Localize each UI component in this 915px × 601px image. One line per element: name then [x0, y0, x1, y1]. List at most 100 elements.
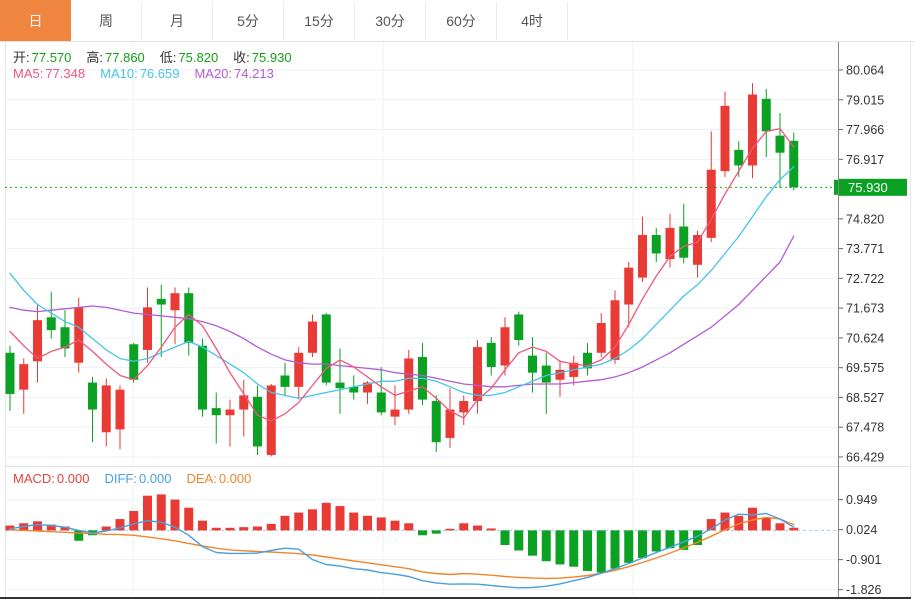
macd-bar	[541, 530, 551, 562]
candle-up	[638, 235, 647, 278]
macd-bar	[294, 512, 304, 531]
candle-down	[431, 401, 441, 443]
macd-bar	[225, 527, 235, 531]
macd-value: 0.000	[56, 471, 90, 486]
macd-bar	[583, 530, 592, 571]
candle-up	[33, 320, 42, 362]
dea-label: DEA:	[186, 471, 217, 486]
macd-bar	[115, 519, 125, 531]
ma20-label: MA20:	[194, 66, 233, 81]
macd-bar	[596, 530, 606, 573]
candle-up	[74, 307, 84, 363]
candle-up	[225, 409, 235, 416]
candle-up	[404, 358, 414, 410]
tab-30min[interactable]: 30分	[355, 2, 426, 40]
ma20-line	[9, 235, 795, 388]
macd-bar	[60, 526, 70, 531]
macd-bar	[198, 520, 207, 531]
macd-bar	[308, 509, 317, 531]
candle-up	[500, 327, 510, 366]
ma-legend: MA5: 77.348 MA10: 76.659 MA20: 74.213	[13, 66, 274, 81]
macd-bar	[486, 528, 496, 531]
ma10-value: 76.659	[139, 66, 180, 81]
candle-up	[143, 307, 152, 350]
price-tick-label: 79.015	[846, 93, 884, 107]
candle-down	[335, 382, 345, 389]
ohlc-info: 开: 77.570 高: 77.860 低: 75.820 收: 75.930	[13, 47, 292, 66]
candle-down	[46, 317, 56, 331]
macd-bar	[734, 515, 744, 531]
macd-label: MACD:	[13, 471, 55, 486]
macd-tick-label: 0.949	[846, 493, 877, 507]
high-value: 77.860	[105, 50, 145, 65]
candle-up	[19, 364, 29, 390]
candle-up	[473, 347, 482, 402]
macd-bar	[321, 502, 331, 531]
candle-up	[308, 321, 317, 353]
candle-up	[596, 322, 606, 353]
candle-up	[294, 352, 304, 387]
ma5-label: MA5:	[13, 66, 44, 81]
macd-tick-label: 0.024	[846, 523, 877, 537]
macd-bar	[335, 506, 345, 531]
low-value: 75.820	[178, 50, 219, 65]
macd-bar	[624, 530, 634, 563]
tab-week[interactable]: 周	[71, 2, 142, 40]
macd-bar	[459, 523, 469, 531]
dea-value: 0.000	[218, 471, 252, 486]
candle-up	[459, 401, 469, 413]
price-tick-label: 77.966	[846, 123, 884, 137]
macd-bar	[33, 521, 42, 531]
tab-month[interactable]: 月	[142, 2, 213, 40]
diff-label: DIFF:	[104, 471, 137, 486]
candle-up	[706, 169, 716, 238]
ma5-line	[9, 127, 795, 422]
tab-4h[interactable]: 4时	[497, 2, 568, 40]
price-tick-label: 69.575	[846, 361, 884, 375]
price-tick-label: 67.478	[846, 421, 884, 435]
candle-down	[514, 314, 524, 341]
macd-bar	[651, 530, 661, 552]
macd-bar	[170, 499, 180, 531]
candle-down	[184, 293, 194, 343]
candle-down	[129, 344, 139, 380]
candle-up	[720, 105, 730, 172]
macd-bar	[253, 526, 262, 531]
macd-bar	[431, 530, 441, 534]
candle-up	[624, 267, 634, 305]
tab-15min[interactable]: 15分	[284, 2, 355, 40]
tab-5min[interactable]: 5分	[213, 2, 284, 40]
candle-down	[734, 149, 744, 166]
candle-down	[60, 327, 70, 349]
price-tick-label: 72.722	[846, 272, 884, 286]
price-tick-label: 76.917	[846, 153, 884, 167]
macd-bar	[390, 520, 400, 531]
candle-up	[748, 94, 757, 166]
macd-tick-label: -0.901	[846, 553, 881, 567]
candle-down	[541, 365, 551, 383]
tab-day[interactable]: 日	[0, 0, 71, 41]
candle-down	[761, 98, 771, 132]
open-label: 开:	[13, 50, 30, 65]
candle-down	[5, 352, 15, 394]
macd-bar	[706, 519, 716, 531]
price-tick-label: 73.771	[846, 242, 884, 256]
macd-bar	[748, 507, 757, 531]
candle-down	[486, 342, 496, 367]
macd-bar	[156, 494, 166, 531]
dea-line	[9, 516, 795, 580]
macd-bar	[569, 530, 579, 567]
macd-bar	[363, 515, 372, 531]
macd-bar	[266, 523, 276, 531]
macd-bar	[445, 528, 455, 531]
macd-bar	[500, 530, 510, 545]
candle-up	[610, 300, 620, 360]
macd-bar	[528, 530, 537, 556]
candle-down	[651, 235, 661, 254]
tab-bar: 日周月 5分 15分 30分 60分 4时	[0, 0, 915, 42]
candle-down	[88, 382, 97, 410]
macd-bar	[5, 525, 15, 531]
tab-60min[interactable]: 60分	[426, 2, 497, 40]
macd-bar	[129, 510, 139, 531]
